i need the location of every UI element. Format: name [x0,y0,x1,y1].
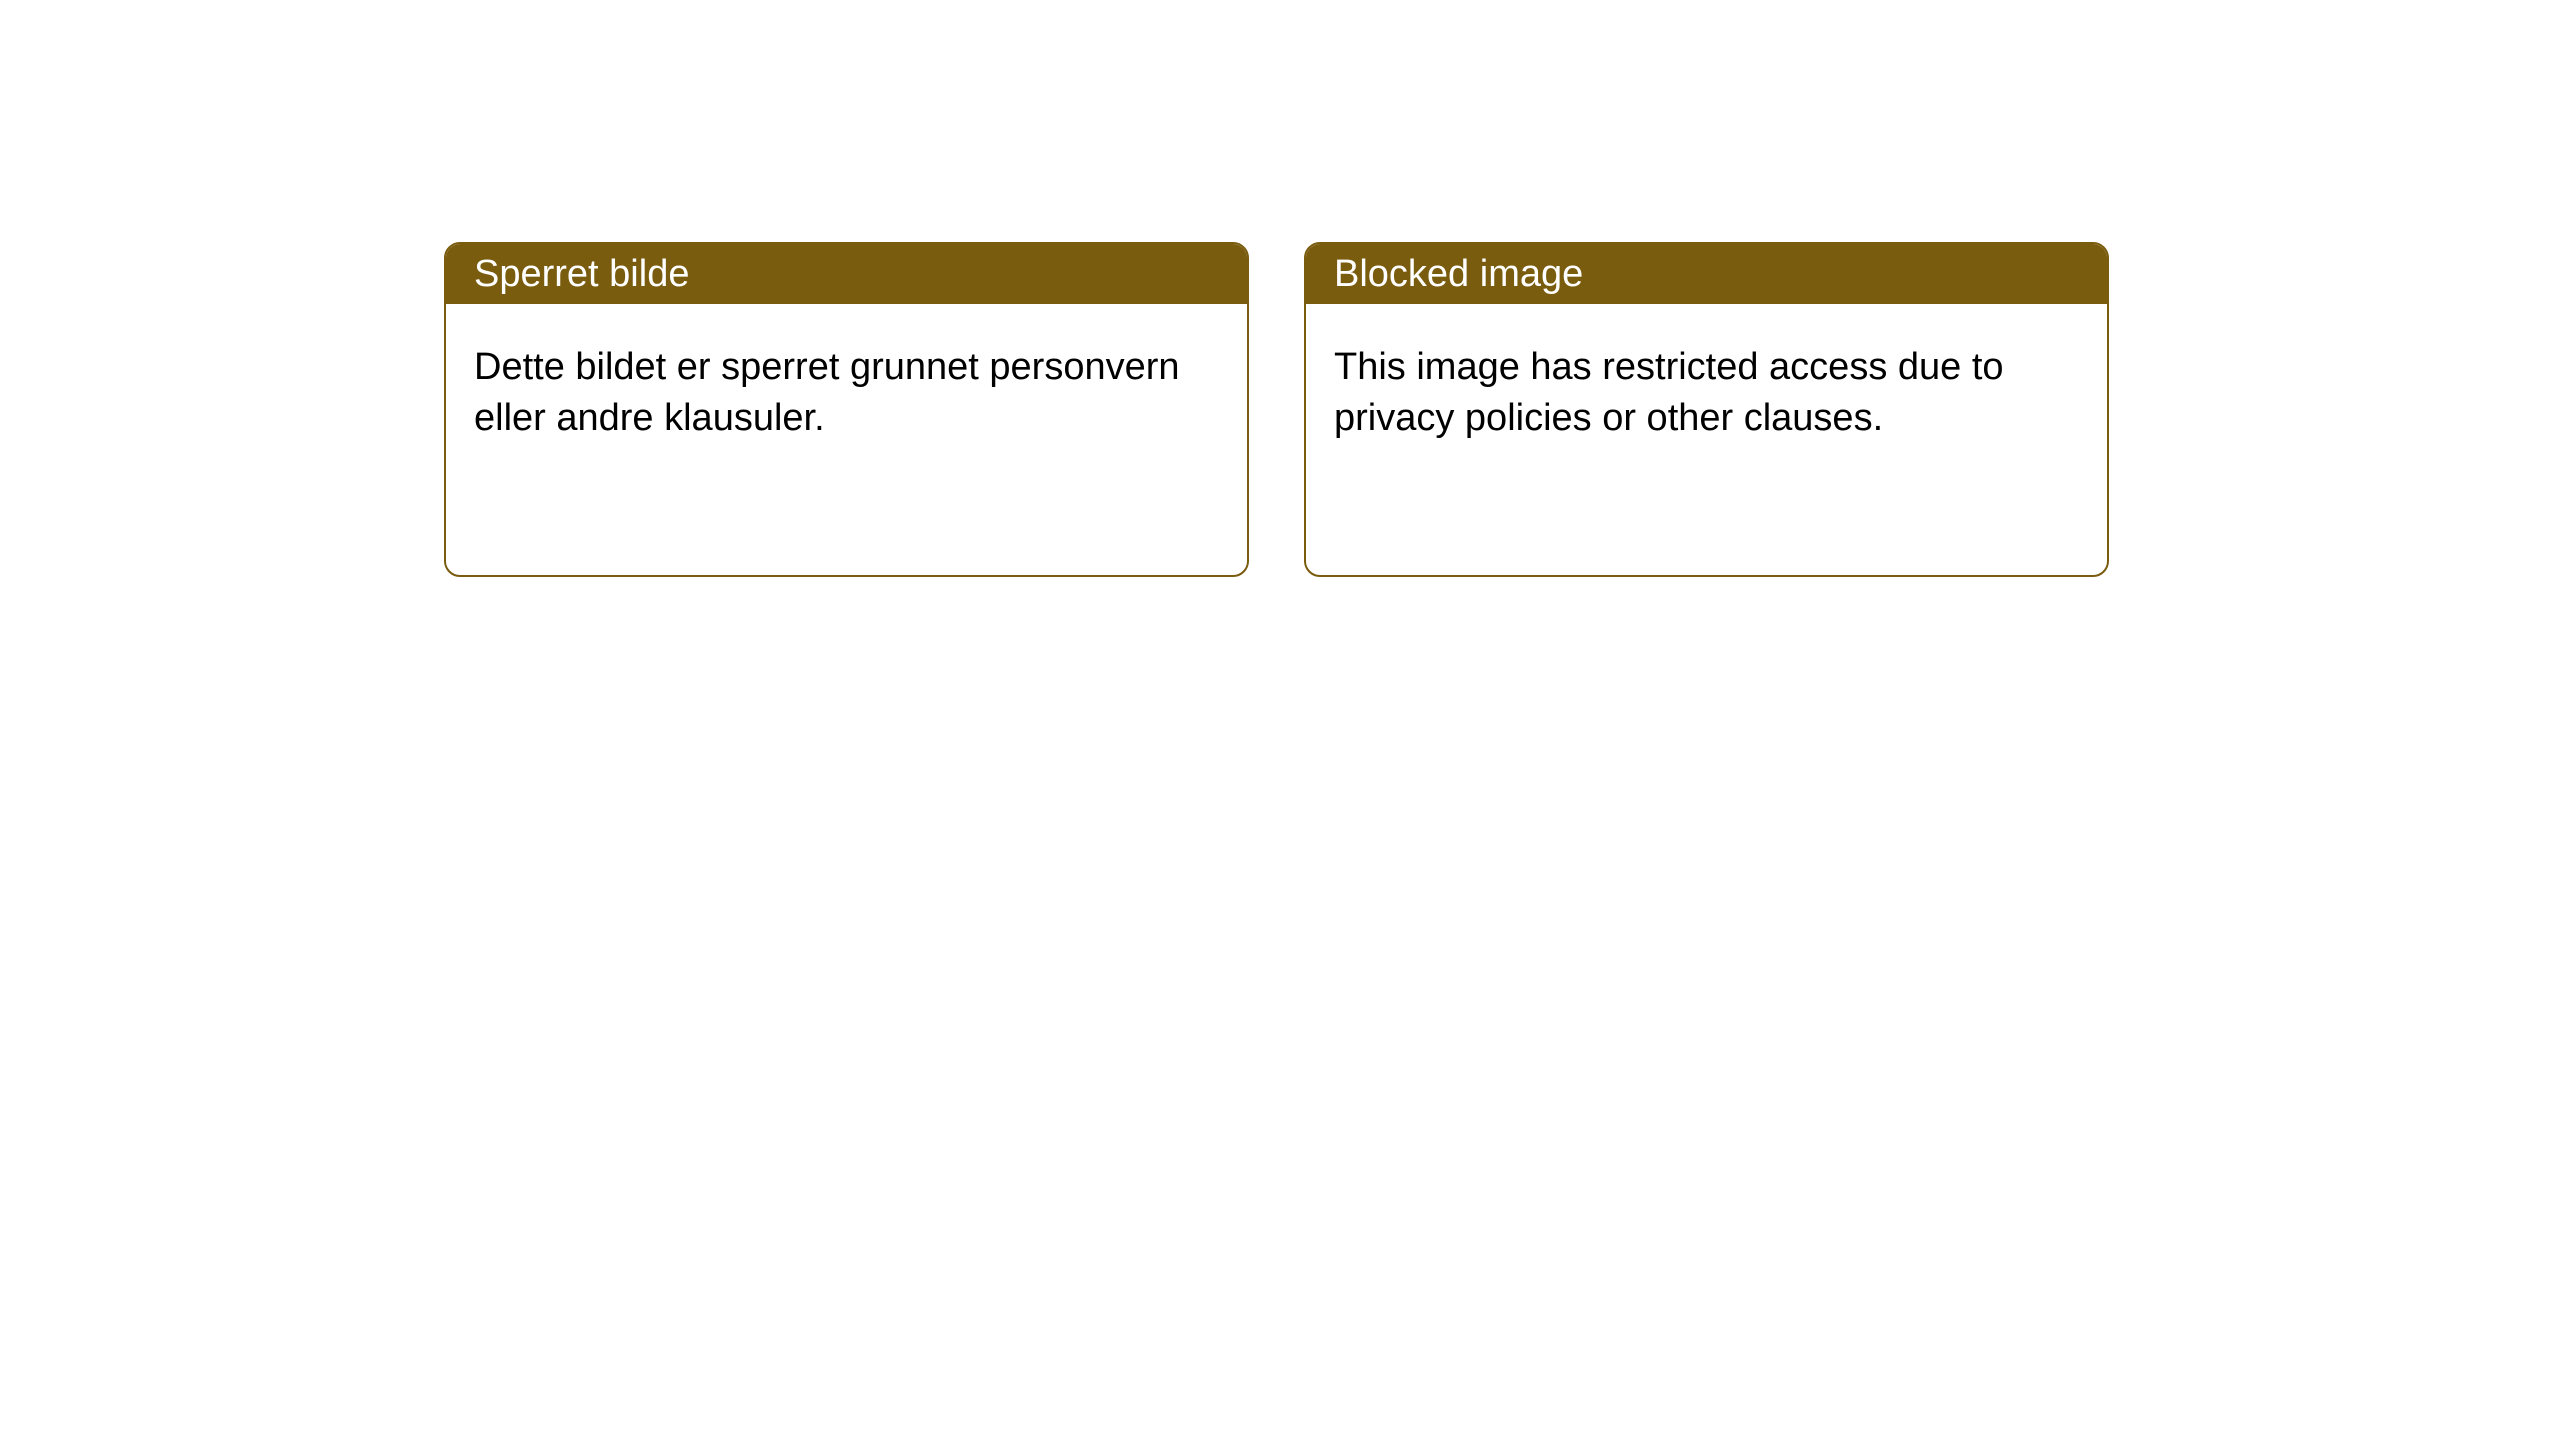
card-body: Dette bildet er sperret grunnet personve… [446,304,1247,483]
card-title: Blocked image [1334,253,1583,296]
notice-card-norwegian: Sperret bilde Dette bildet er sperret gr… [444,242,1249,577]
notice-cards-container: Sperret bilde Dette bildet er sperret gr… [0,0,2560,577]
notice-card-english: Blocked image This image has restricted … [1304,242,2109,577]
card-body: This image has restricted access due to … [1306,304,2107,483]
card-header: Blocked image [1306,244,2107,304]
card-title: Sperret bilde [474,253,689,296]
card-body-text: Dette bildet er sperret grunnet personve… [474,346,1180,439]
card-body-text: This image has restricted access due to … [1334,346,2004,439]
card-header: Sperret bilde [446,244,1247,304]
